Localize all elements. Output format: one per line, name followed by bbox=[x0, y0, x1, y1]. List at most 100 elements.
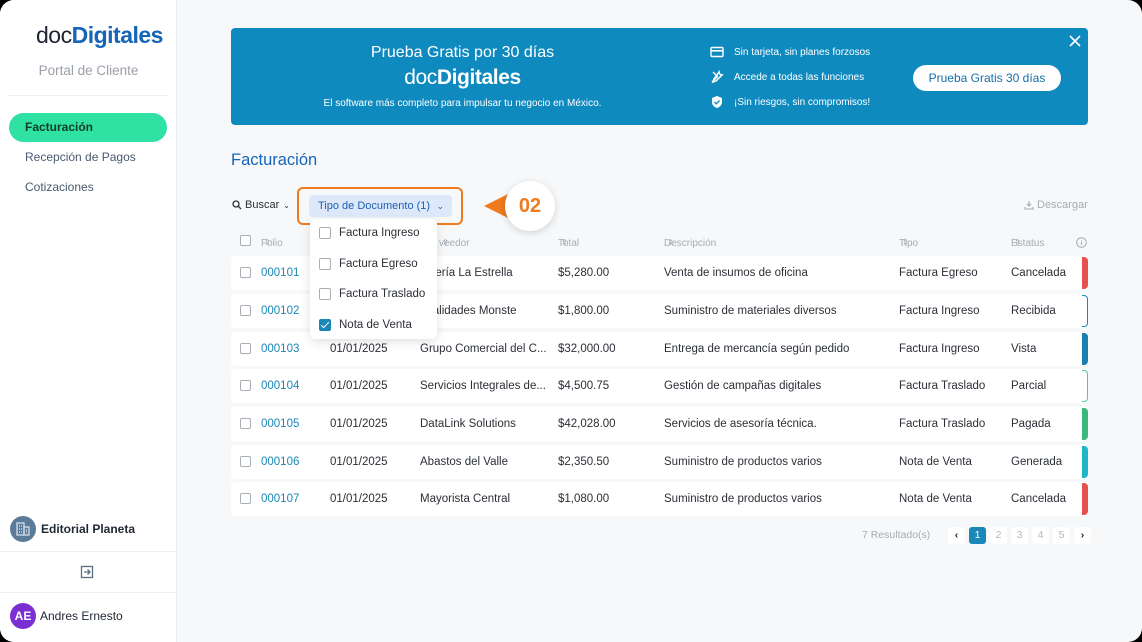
estatus-cell: Cancelada bbox=[1011, 493, 1066, 505]
status-indicator bbox=[1082, 446, 1088, 478]
banner-logo: docDigitales bbox=[231, 66, 694, 90]
table-row[interactable]: 000106 01/01/2025 Abastos del Valle $2,3… bbox=[231, 445, 1088, 479]
row-checkbox[interactable] bbox=[240, 305, 251, 316]
option-label: Factura Traslado bbox=[339, 288, 426, 300]
user-name: Andres Ernesto bbox=[40, 609, 123, 623]
info-icon[interactable] bbox=[1076, 235, 1087, 248]
folio-link[interactable]: 000104 bbox=[261, 380, 300, 392]
checkbox[interactable] bbox=[319, 227, 331, 239]
fecha-cell: 01/01/2025 bbox=[330, 456, 388, 468]
document-type-dropdown: Factura Ingreso Factura Egreso Factura T… bbox=[310, 219, 437, 339]
status-indicator bbox=[1082, 370, 1088, 402]
portal-subtitle: Portal de Cliente bbox=[38, 63, 139, 78]
download-icon bbox=[1024, 201, 1034, 210]
total-cell: $4,500.75 bbox=[558, 380, 610, 392]
logo-digitales: Digitales bbox=[436, 66, 521, 89]
logout-icon[interactable] bbox=[80, 565, 96, 581]
tipo-cell: Factura Ingreso bbox=[899, 343, 980, 355]
descripcion-cell: Venta de insumos de oficina bbox=[664, 267, 808, 279]
close-icon[interactable] bbox=[1068, 34, 1082, 48]
table-row[interactable]: 000105 01/01/2025 DataLink Solutions $42… bbox=[231, 407, 1088, 441]
prev-page-button[interactable]: ‹ bbox=[948, 527, 965, 544]
sidebar-item-cotizaciones[interactable]: Cotizaciones bbox=[25, 180, 94, 194]
dropdown-option-factura-ingreso[interactable]: Factura Ingreso bbox=[319, 225, 420, 241]
proveedor-cell: Abastos del Valle bbox=[420, 456, 509, 468]
status-indicator bbox=[1082, 483, 1088, 515]
descripcion-cell: Servicios de asesoría técnica. bbox=[664, 418, 817, 430]
folio-link[interactable]: 000101 bbox=[261, 267, 300, 279]
row-checkbox[interactable] bbox=[240, 493, 251, 504]
proveedor-cell: nualidades Monste bbox=[420, 305, 517, 317]
download-button[interactable]: Descargar bbox=[1024, 199, 1088, 211]
free-trial-button[interactable]: Prueba Gratis 30 días bbox=[913, 65, 1061, 91]
row-checkbox[interactable] bbox=[240, 267, 251, 278]
fecha-cell: 01/01/2025 bbox=[330, 493, 388, 505]
fecha-cell: 01/01/2025 bbox=[330, 418, 388, 430]
dropdown-option-nota-de-venta[interactable]: Nota de Venta bbox=[319, 317, 412, 333]
descripcion-cell: Suministro de productos varios bbox=[664, 493, 822, 505]
page-button-5[interactable]: 5 bbox=[1053, 527, 1070, 544]
tipo-cell: Factura Traslado bbox=[899, 418, 986, 430]
table-header: Folio ⇕ veedor ⇕ Total ⇕ Descripción ⇕ Tipo ⇕… bbox=[231, 232, 1088, 250]
row-checkbox[interactable] bbox=[240, 418, 251, 429]
sidebar-nav: Facturación Recepción de Pagos Cotizacio… bbox=[9, 113, 167, 203]
folio-link[interactable]: 000102 bbox=[261, 305, 300, 317]
chevron-down-icon: ⌄ bbox=[436, 201, 444, 211]
tipo-cell: Factura Traslado bbox=[899, 380, 986, 392]
tools-icon bbox=[711, 70, 724, 84]
logo-doc: doc bbox=[36, 22, 72, 48]
checkbox[interactable] bbox=[319, 288, 331, 300]
table-row[interactable]: 000107 01/01/2025 Mayorista Central $1,0… bbox=[231, 482, 1088, 516]
avatar: AE bbox=[10, 603, 36, 629]
divider bbox=[0, 592, 177, 593]
search-button[interactable]: Buscar ⌄ bbox=[232, 199, 290, 211]
sidebar-item-facturacion[interactable]: Facturación bbox=[9, 113, 167, 142]
sidebar-item-recepcion-de-pagos[interactable]: Recepción de Pagos bbox=[25, 150, 136, 164]
dropdown-option-factura-egreso[interactable]: Factura Egreso bbox=[319, 256, 418, 272]
fecha-cell: 01/01/2025 bbox=[330, 343, 388, 355]
descripcion-cell: Gestión de campañas digitales bbox=[664, 380, 822, 392]
estatus-cell: Cancelada bbox=[1011, 267, 1066, 279]
results-count: 7 Resultado(s) bbox=[862, 529, 931, 541]
row-checkbox[interactable] bbox=[240, 456, 251, 467]
page-button-1[interactable]: 1 bbox=[969, 527, 986, 544]
folio-link[interactable]: 000107 bbox=[261, 493, 300, 505]
status-indicator bbox=[1082, 333, 1088, 365]
checkbox-checked[interactable] bbox=[319, 319, 331, 331]
folio-link[interactable]: 000105 bbox=[261, 418, 300, 430]
row-checkbox[interactable] bbox=[240, 343, 251, 354]
download-label: Descargar bbox=[1037, 199, 1088, 211]
sidebar: docDigitales Portal de Cliente Facturaci… bbox=[0, 0, 177, 642]
next-page-button[interactable]: › bbox=[1074, 527, 1091, 544]
document-type-filter[interactable]: Tipo de Documento (1) ⌄ bbox=[309, 195, 452, 217]
checkbox[interactable] bbox=[319, 258, 331, 270]
search-icon bbox=[232, 200, 242, 210]
promo-banner: Prueba Gratis por 30 días docDigitales E… bbox=[231, 28, 1088, 125]
chevron-down-icon: ⌄ bbox=[283, 200, 290, 210]
callout-arrow-icon bbox=[484, 194, 508, 218]
page-button-3[interactable]: 3 bbox=[1011, 527, 1028, 544]
logo-digitales: Digitales bbox=[71, 22, 164, 48]
option-label: Factura Egreso bbox=[339, 258, 418, 270]
step-callout: 02 bbox=[484, 181, 556, 231]
option-label: Factura Ingreso bbox=[339, 227, 420, 239]
dropdown-option-factura-traslado[interactable]: Factura Traslado bbox=[319, 286, 425, 302]
row-checkbox[interactable] bbox=[240, 380, 251, 391]
folio-link[interactable]: 000106 bbox=[261, 456, 300, 468]
tipo-cell: Nota de Venta bbox=[899, 456, 972, 468]
total-cell: $1,080.00 bbox=[558, 493, 610, 505]
banner-feature: Accede a todas las funciones bbox=[710, 70, 864, 84]
sort-icon: ⇕ bbox=[264, 238, 271, 247]
page-button-4[interactable]: 4 bbox=[1032, 527, 1049, 544]
descripcion-cell: Entrega de mercancía según pedido bbox=[664, 343, 850, 355]
user-profile[interactable]: AE Andres Ernesto bbox=[10, 603, 123, 629]
folio-link[interactable]: 000103 bbox=[261, 343, 300, 355]
total-cell: $5,280.00 bbox=[558, 267, 610, 279]
status-indicator bbox=[1082, 408, 1088, 440]
page-button-2[interactable]: 2 bbox=[990, 527, 1007, 544]
pagination: ‹ 1 2 3 4 5 › bbox=[948, 527, 1095, 544]
table-row[interactable]: 000104 01/01/2025 Servicios Integrales d… bbox=[231, 369, 1088, 403]
company-selector[interactable]: Editorial Planeta bbox=[10, 516, 135, 542]
select-all-checkbox[interactable] bbox=[240, 235, 251, 246]
